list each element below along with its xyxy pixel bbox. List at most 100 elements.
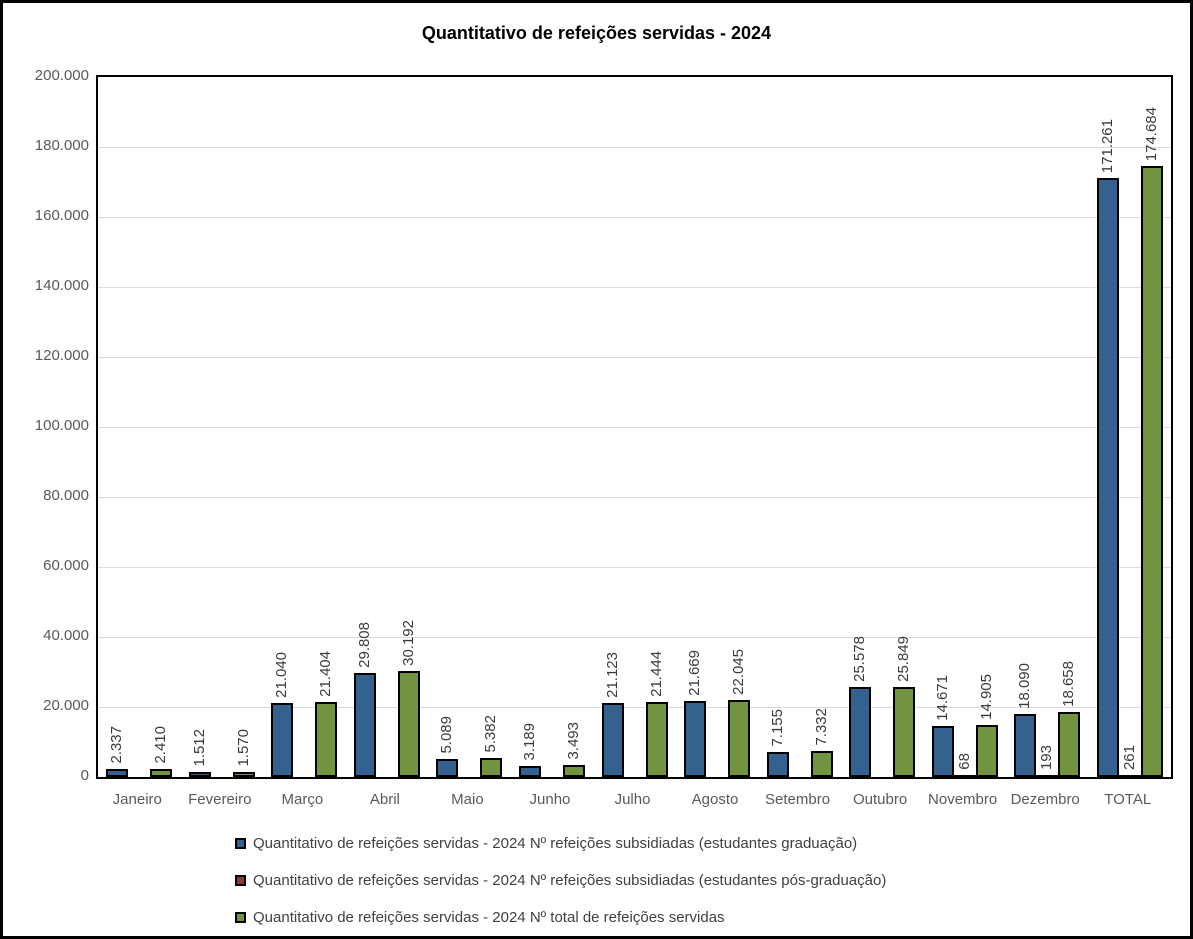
bar: [398, 671, 420, 777]
x-axis-label: Fevereiro: [188, 791, 252, 808]
bar-value-label: 68: [956, 753, 973, 770]
bar-value-label: 5.382: [482, 715, 499, 753]
y-axis-tick-label: 100.000: [34, 417, 89, 434]
legend: Quantitativo de refeições servidas - 202…: [235, 825, 886, 936]
bar-value-label: 21.404: [317, 651, 334, 697]
legend-item-label: Quantitativo de refeições servidas - 202…: [253, 872, 887, 889]
bar: [976, 725, 998, 777]
x-axis-label: Dezembro: [1010, 791, 1080, 808]
gridline: [98, 427, 1171, 428]
plot-area: 2.337 2.410 1.512 1.570 21.040 21.404 29.808 30…: [96, 75, 1173, 779]
bar: [233, 772, 255, 777]
x-axis-label: Abril: [369, 791, 400, 808]
legend-marker-icon: [235, 912, 246, 923]
bar-value-label: 2.410: [152, 726, 169, 764]
bar-value-label: 3.493: [565, 722, 582, 760]
legend-marker-icon: [235, 838, 246, 849]
y-axis-tick-label: 20.000: [43, 697, 89, 714]
bar: [189, 772, 211, 777]
x-axis-label: Janeiro: [112, 791, 162, 808]
bar-value-label: 30.192: [400, 620, 417, 666]
bar-value-label: 261: [1121, 744, 1138, 770]
bar-value-label: 21.444: [648, 651, 665, 697]
legend-item: Quantitativo de refeições servidas - 202…: [235, 825, 886, 862]
bar-value-label: 18.658: [1060, 661, 1077, 707]
bar: [1119, 775, 1141, 777]
y-axis-tick-label: 200.000: [34, 67, 89, 84]
bar: [315, 702, 337, 777]
y-axis-tick-label: 140.000: [34, 277, 89, 294]
bar: [563, 765, 585, 777]
bar: [106, 769, 128, 777]
bar: [767, 752, 789, 777]
bar: [354, 673, 376, 777]
gridline: [98, 707, 1171, 708]
bar-value-label: 1.512: [191, 729, 208, 767]
bar: [849, 687, 871, 777]
bar: [728, 700, 750, 777]
bar: [150, 769, 172, 777]
bar: [811, 751, 833, 777]
x-axis-label: TOTAL: [1104, 791, 1152, 808]
bar: [1036, 775, 1058, 777]
bar: [684, 701, 706, 777]
bar-value-label: 18.090: [1016, 663, 1033, 709]
x-axis-label: Outubro: [853, 791, 908, 808]
x-axis-label: Novembro: [928, 791, 998, 808]
x-axis-label: Março: [281, 791, 324, 808]
y-axis-tick-label: 80.000: [43, 487, 89, 504]
x-axis-label: Maio: [451, 791, 484, 808]
bar-value-label: 171.261: [1099, 118, 1116, 173]
bar-value-label: 25.849: [895, 636, 912, 682]
bar: [1058, 712, 1080, 777]
legend-item: Quantitativo de refeições servidas - 202…: [235, 899, 886, 936]
x-axis-label: Julho: [614, 791, 651, 808]
bar-value-label: 14.671: [934, 675, 951, 721]
bar-value-label: 7.155: [769, 709, 786, 747]
bar: [1014, 714, 1036, 777]
y-axis-tick-label: 60.000: [43, 557, 89, 574]
bar-value-label: 193: [1038, 744, 1055, 770]
bar-value-label: 5.089: [438, 716, 455, 754]
bar-value-label: 21.669: [686, 650, 703, 696]
bar-value-label: 29.808: [356, 622, 373, 668]
bar: [602, 703, 624, 777]
bar: [954, 775, 976, 777]
bar: [646, 702, 668, 777]
legend-marker-icon: [235, 875, 246, 886]
chart-title: Quantitativo de refeições servidas - 202…: [421, 23, 772, 43]
bar-value-label: 21.123: [604, 652, 621, 698]
bar-value-label: 3.189: [521, 723, 538, 761]
bar: [519, 766, 541, 777]
x-axis-label: Setembro: [765, 791, 831, 808]
bar: [436, 759, 458, 777]
legend-item-label: Quantitativo de refeições servidas - 202…: [253, 835, 858, 852]
gridline: [98, 147, 1171, 148]
gridline: [98, 567, 1171, 568]
y-axis-tick-label: 40.000: [43, 627, 89, 644]
y-axis-tick-label: 120.000: [34, 347, 89, 364]
gridline: [98, 357, 1171, 358]
gridline: [98, 287, 1171, 288]
bar-value-label: 14.905: [978, 674, 995, 720]
bar: [932, 726, 954, 777]
gridline: [98, 637, 1171, 638]
bar: [271, 703, 293, 777]
bar-value-label: 174.684: [1143, 106, 1160, 161]
x-axis-label: Junho: [529, 791, 571, 808]
bar-value-label: 7.332: [813, 708, 830, 746]
y-axis-tick-label: 180.000: [34, 137, 89, 154]
bar-value-label: 2.337: [108, 726, 125, 764]
bar-value-label: 22.045: [730, 649, 747, 695]
gridline: [98, 497, 1171, 498]
legend-item-label: Quantitativo de refeições servidas - 202…: [253, 909, 725, 926]
x-axis-label: Agosto: [691, 791, 739, 808]
gridline: [98, 217, 1171, 218]
bar: [1097, 178, 1119, 777]
y-axis-tick-label: 0: [80, 767, 89, 784]
legend-item: Quantitativo de refeições servidas - 202…: [235, 862, 886, 899]
bar: [893, 687, 915, 777]
bar: [480, 758, 502, 777]
bar: [1141, 166, 1163, 777]
